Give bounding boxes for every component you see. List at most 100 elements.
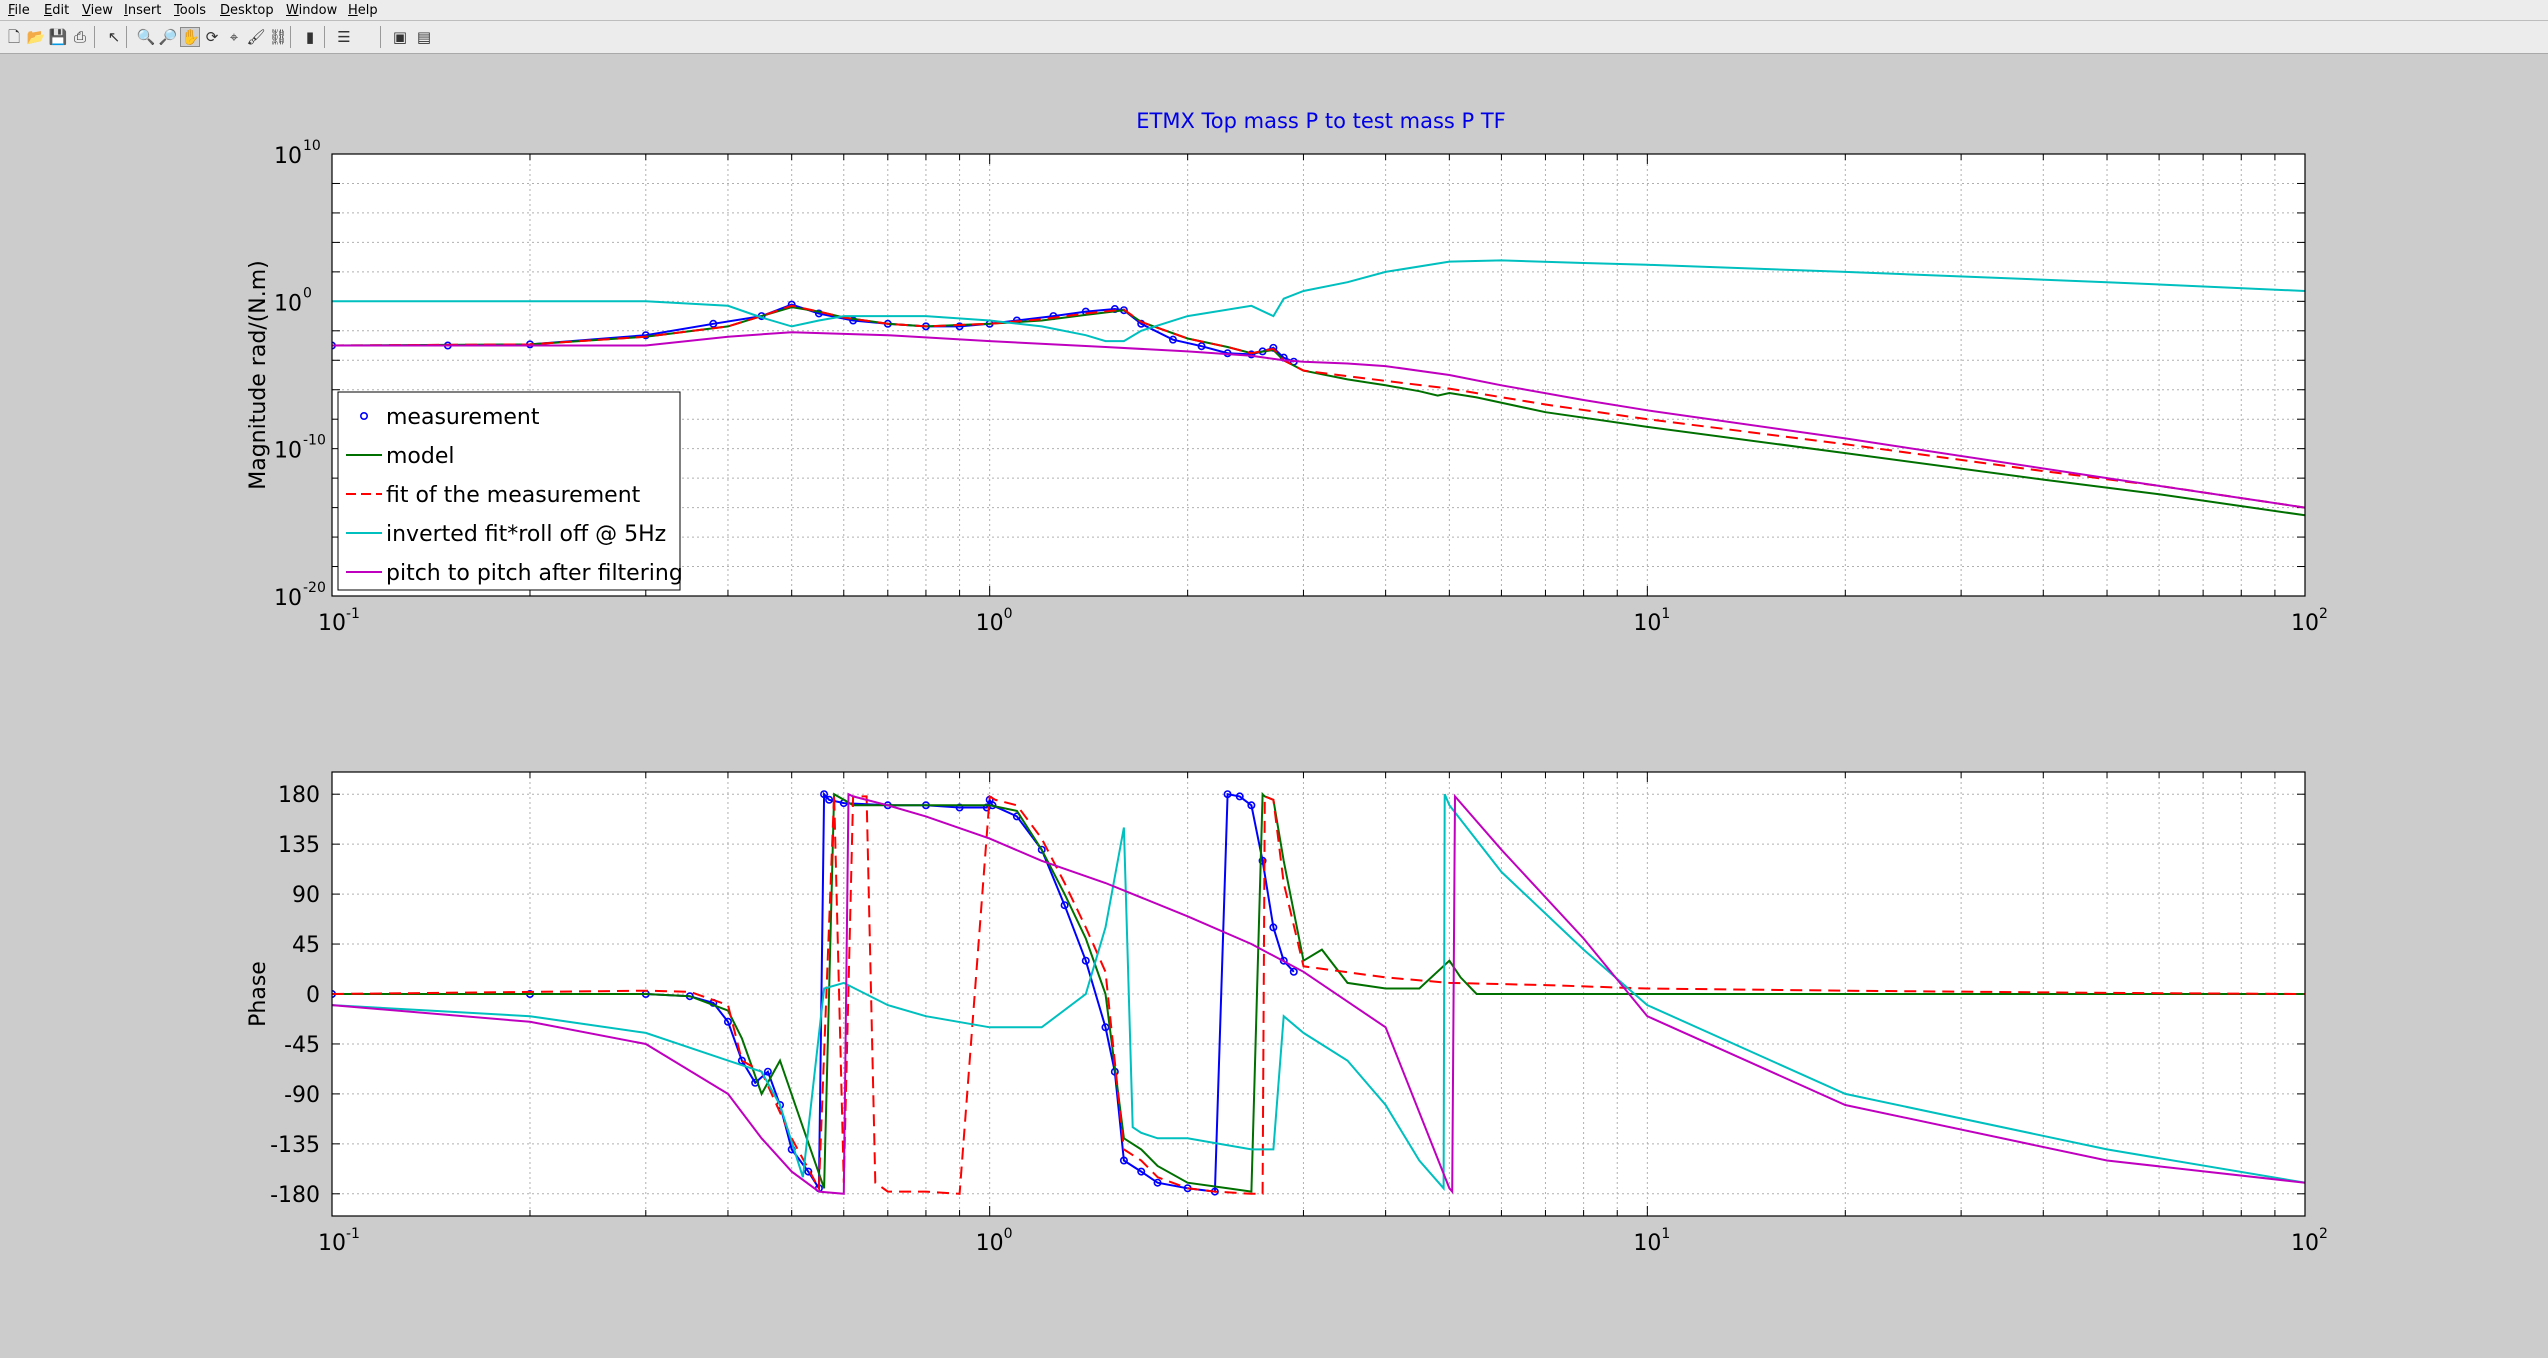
menu-bar: File Edit View Insert Tools Desktop Window Help [0, 0, 2548, 21]
link-icon[interactable]: ⛓ [268, 28, 288, 46]
measurement-marker [804, 1167, 813, 1176]
series-line-measurement [332, 791, 1295, 1193]
insert-legend-icon[interactable]: ☰ [337, 28, 351, 46]
phase-axes: 10 -1 10 0 10 1 10 218013590450-45-90-135-180Ph… [246, 771, 2328, 1256]
menu-view[interactable]: View [82, 3, 113, 18]
measurement-marker [820, 790, 829, 799]
measurement-marker [1060, 901, 1069, 910]
toolbar-separator [126, 26, 127, 48]
brush-icon[interactable]: 🖌 [246, 28, 266, 46]
menu-tools[interactable]: Tools [174, 3, 207, 18]
measurement-marker [1247, 801, 1256, 810]
series-line-model [332, 306, 2305, 517]
chart-title: ETMX Top mass P to test mass P TF [1136, 109, 1506, 133]
x-tick-exponent: 1 [1661, 1226, 1670, 1242]
measurement-marker [709, 319, 718, 328]
legend-label: measurement [386, 405, 540, 430]
x-tick-exponent: 2 [2319, 606, 2328, 622]
measurement-marker [1223, 790, 1232, 799]
new-figure-icon[interactable]: 🗋 [7, 28, 21, 46]
measurement-marker [723, 1017, 732, 1026]
pan-icon[interactable]: ✋ [180, 27, 200, 47]
hide-plot-tools-icon[interactable]: ▣ [392, 28, 408, 46]
menu-insert[interactable]: Insert [124, 3, 162, 18]
y-tick-label: 180 [278, 783, 320, 808]
y-tick-label: -90 [284, 1083, 320, 1108]
measurement-marker [1289, 967, 1298, 976]
y-tick-label: 10 [274, 144, 302, 169]
measurement-marker [1269, 923, 1278, 932]
y-axis-label: Magnitude rad/(N.m) [246, 260, 271, 490]
y-tick-label: 10 [274, 586, 302, 611]
y-tick-exponent: 0 [303, 285, 312, 301]
x-tick-exponent: -1 [346, 1226, 360, 1242]
y-axis-label: Phase [246, 961, 271, 1027]
measurement-marker [849, 316, 858, 325]
x-tick-label: 10 [1633, 611, 1661, 636]
legend-label: inverted fit*roll off @ 5Hz [386, 522, 666, 547]
y-tick-exponent: -10 [303, 433, 326, 449]
x-tick-label: 10 [976, 611, 1004, 636]
x-tick-exponent: 0 [1004, 1226, 1013, 1242]
toolbar-separator [94, 26, 95, 48]
y-tick-label: -45 [284, 1033, 320, 1058]
x-tick-label: 10 [1633, 1231, 1661, 1256]
series-line-fit [332, 304, 2305, 509]
save-icon[interactable]: 💾 [48, 28, 68, 46]
figure-canvas: ETMX Top mass P to test mass P TF 10 -1 10… [246, 109, 2328, 1256]
x-tick-label: 10 [2291, 611, 2319, 636]
figure-toolbar: 🗋 📂 💾 ⎙ ↖ 🔍 🔎 ✋ ⟳ ⌖ 🖌 ⛓ ▮ ☰ ▣ ▤ [0, 21, 2548, 54]
legend-label: fit of the measurement [386, 483, 641, 508]
series-line-pitch [332, 331, 2305, 509]
series-group [332, 259, 2305, 517]
print-icon[interactable]: ⎙ [73, 28, 86, 46]
menu-file[interactable]: File [8, 3, 30, 18]
legend-marker-measurement [359, 411, 368, 420]
measurement-marker [825, 795, 834, 804]
y-tick-label: 45 [292, 933, 320, 958]
measurement-marker [1101, 1023, 1110, 1032]
menu-edit[interactable]: Edit [44, 3, 70, 18]
zoom-in-icon[interactable]: 🔍 [136, 28, 156, 46]
menu-window[interactable]: Window [286, 3, 338, 18]
measurement-marker [1279, 956, 1288, 965]
series-line-pitch [332, 792, 2305, 1195]
series-group [332, 790, 2305, 1196]
x-tick-label: 10 [318, 1231, 346, 1256]
insert-colorbar-icon[interactable]: ▮ [305, 28, 315, 46]
measurement-marker [1137, 1167, 1146, 1176]
y-tick-label: 0 [306, 983, 320, 1008]
measurement-marker [1168, 335, 1177, 344]
measurement-marker [1247, 350, 1256, 359]
x-tick-exponent: 0 [1004, 606, 1013, 622]
rotate-3d-icon[interactable]: ⟳ [205, 28, 219, 46]
toolbar-separator [380, 26, 381, 48]
measurement-marker [1081, 956, 1090, 965]
menu-desktop[interactable]: Desktop [220, 3, 274, 18]
measurement-marker [955, 322, 964, 331]
x-tick-exponent: 1 [1661, 606, 1670, 622]
legend-label: model [386, 444, 455, 469]
axes-frame [331, 153, 2306, 597]
x-tick-label: 10 [2291, 1231, 2319, 1256]
legend-label: pitch to pitch after filtering [386, 561, 683, 586]
y-tick-label: 10 [274, 291, 302, 316]
measurement-marker [1119, 1156, 1128, 1165]
y-tick-label: 90 [292, 883, 320, 908]
legend-box [337, 391, 681, 591]
toolbar-separator [290, 26, 291, 48]
measurement-marker [641, 331, 650, 340]
measurement-marker [1197, 342, 1206, 351]
measurement-marker [1037, 845, 1046, 854]
measurement-marker [814, 309, 823, 318]
zoom-out-icon[interactable]: 🔎 [158, 28, 178, 46]
pointer-icon[interactable]: ↖ [107, 28, 121, 46]
show-plot-tools-icon[interactable]: ▤ [416, 28, 432, 46]
x-tick-exponent: 2 [2319, 1226, 2328, 1242]
data-cursor-icon[interactable]: ⌖ [229, 28, 239, 46]
y-tick-label: -180 [270, 1183, 320, 1208]
open-file-icon[interactable]: 📂 [26, 28, 46, 46]
menu-help[interactable]: Help [348, 3, 378, 18]
x-tick-exponent: -1 [346, 606, 360, 622]
